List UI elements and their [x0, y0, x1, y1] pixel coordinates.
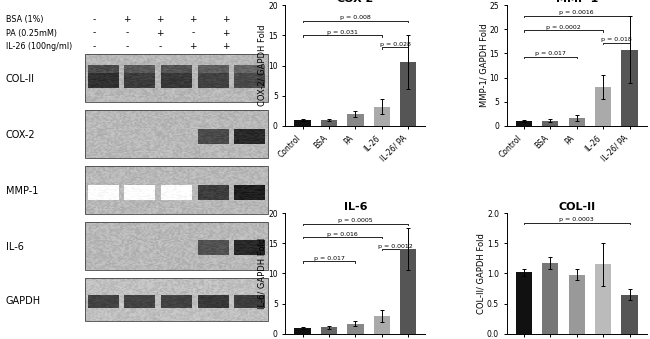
- Text: p = 0.0003: p = 0.0003: [560, 217, 594, 222]
- Text: COX-2: COX-2: [6, 130, 36, 140]
- Bar: [294, 120, 311, 126]
- Title: MMP-1: MMP-1: [556, 0, 598, 4]
- Title: COL-II: COL-II: [558, 202, 595, 212]
- Text: +: +: [222, 15, 229, 24]
- Text: -: -: [93, 42, 96, 51]
- Text: COL-II: COL-II: [6, 74, 35, 84]
- Text: +: +: [222, 28, 229, 38]
- Bar: [515, 121, 532, 126]
- Text: +: +: [156, 28, 164, 38]
- Title: COX-2: COX-2: [337, 0, 374, 4]
- Bar: [321, 327, 337, 334]
- Text: p = 0.0005: p = 0.0005: [338, 218, 372, 223]
- Bar: [515, 272, 532, 334]
- Y-axis label: IL-6/ GAPDH Fold: IL-6/ GAPDH Fold: [257, 238, 266, 309]
- Bar: [85, 278, 268, 321]
- Text: BSA (1%): BSA (1%): [6, 15, 44, 24]
- Text: p = 0.0012: p = 0.0012: [378, 244, 413, 249]
- Text: p = 0.0016: p = 0.0016: [560, 11, 594, 15]
- Bar: [374, 316, 390, 334]
- Bar: [85, 110, 268, 158]
- Text: +: +: [124, 15, 131, 24]
- Text: IL-26 (100ng/ml): IL-26 (100ng/ml): [6, 42, 72, 51]
- Text: p = 0.008: p = 0.008: [340, 15, 370, 20]
- Bar: [347, 114, 363, 126]
- Text: -: -: [159, 42, 162, 51]
- Bar: [595, 264, 612, 334]
- Bar: [85, 54, 268, 102]
- Y-axis label: COX-2/ GAPDH Fold: COX-2/ GAPDH Fold: [257, 25, 266, 106]
- Text: p = 0.018: p = 0.018: [601, 37, 632, 42]
- Text: IL-6: IL-6: [6, 242, 24, 252]
- Bar: [400, 62, 417, 126]
- Bar: [595, 87, 612, 126]
- Text: +: +: [189, 15, 196, 24]
- Bar: [400, 249, 417, 334]
- Text: -: -: [125, 28, 129, 38]
- Bar: [347, 324, 363, 334]
- Bar: [542, 121, 558, 126]
- Text: +: +: [156, 15, 164, 24]
- Text: p = 0.017: p = 0.017: [313, 256, 345, 261]
- Y-axis label: COL-II/ GAPDH Fold: COL-II/ GAPDH Fold: [476, 233, 486, 314]
- Text: PA (0.25mM): PA (0.25mM): [6, 28, 57, 38]
- Text: +: +: [189, 42, 196, 51]
- Text: MMP-1: MMP-1: [6, 186, 38, 196]
- Text: +: +: [222, 42, 229, 51]
- Text: p = 0.017: p = 0.017: [535, 52, 566, 57]
- Bar: [621, 295, 638, 334]
- Bar: [569, 118, 585, 126]
- Text: -: -: [93, 28, 96, 38]
- Bar: [294, 328, 311, 334]
- Bar: [85, 166, 268, 214]
- Text: p = 0.028: p = 0.028: [380, 42, 411, 47]
- Text: p = 0.016: p = 0.016: [327, 232, 358, 237]
- Bar: [374, 107, 390, 126]
- Text: p = 0.0002: p = 0.0002: [546, 25, 581, 30]
- Bar: [569, 275, 585, 334]
- Bar: [321, 120, 337, 126]
- Text: p = 0.031: p = 0.031: [327, 30, 358, 35]
- Bar: [621, 49, 638, 126]
- Text: -: -: [93, 15, 96, 24]
- Text: -: -: [125, 42, 129, 51]
- Y-axis label: MMP-1/ GAPDH Fold: MMP-1/ GAPDH Fold: [479, 24, 488, 107]
- Bar: [542, 263, 558, 334]
- Bar: [85, 222, 268, 270]
- Text: -: -: [191, 28, 194, 38]
- Title: IL-6: IL-6: [344, 202, 367, 212]
- Text: GAPDH: GAPDH: [6, 296, 41, 306]
